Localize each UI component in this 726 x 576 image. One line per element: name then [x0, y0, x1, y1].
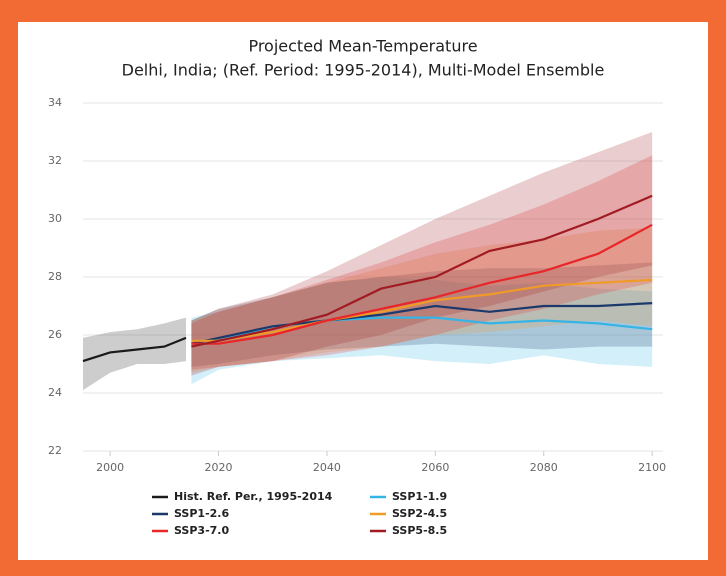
y-tick-label: 24	[48, 386, 62, 399]
legend-label: SSP1-2.6	[174, 507, 229, 520]
band	[191, 277, 653, 385]
legend-label: SSP1-1.9	[392, 490, 447, 503]
x-tick-label: 2080	[530, 461, 558, 474]
band	[191, 262, 653, 367]
line	[191, 194, 653, 348]
line	[191, 278, 653, 342]
y-tick-label: 32	[48, 154, 62, 167]
y-tick-label: 26	[48, 328, 62, 341]
chart-title: Projected Mean-Temperature	[248, 37, 477, 56]
x-tick-label: 2000	[96, 461, 124, 474]
y-tick-label: 34	[48, 96, 62, 109]
legend-label: Hist. Ref. Per., 1995-2014	[174, 490, 333, 503]
line	[82, 336, 187, 363]
y-tick-label: 28	[48, 270, 62, 283]
band	[191, 155, 653, 370]
legend-label: SSP5-8.5	[392, 524, 447, 537]
panel	[18, 22, 708, 560]
x-tick-label: 2060	[421, 461, 449, 474]
line	[191, 302, 653, 345]
legend-label: SSP2-4.5	[392, 507, 447, 520]
x-tick-label: 2040	[313, 461, 341, 474]
band	[191, 132, 653, 376]
band	[83, 317, 186, 391]
y-tick-label: 22	[48, 444, 62, 457]
line	[191, 316, 653, 348]
chart-subtitle: Delhi, India; (Ref. Period: 1995-2014), …	[122, 61, 605, 80]
y-tick-label: 30	[48, 212, 62, 225]
legend-label: SSP3-7.0	[174, 524, 229, 537]
line	[191, 223, 653, 345]
x-tick-label: 2020	[205, 461, 233, 474]
x-tick-label: 2100	[638, 461, 666, 474]
